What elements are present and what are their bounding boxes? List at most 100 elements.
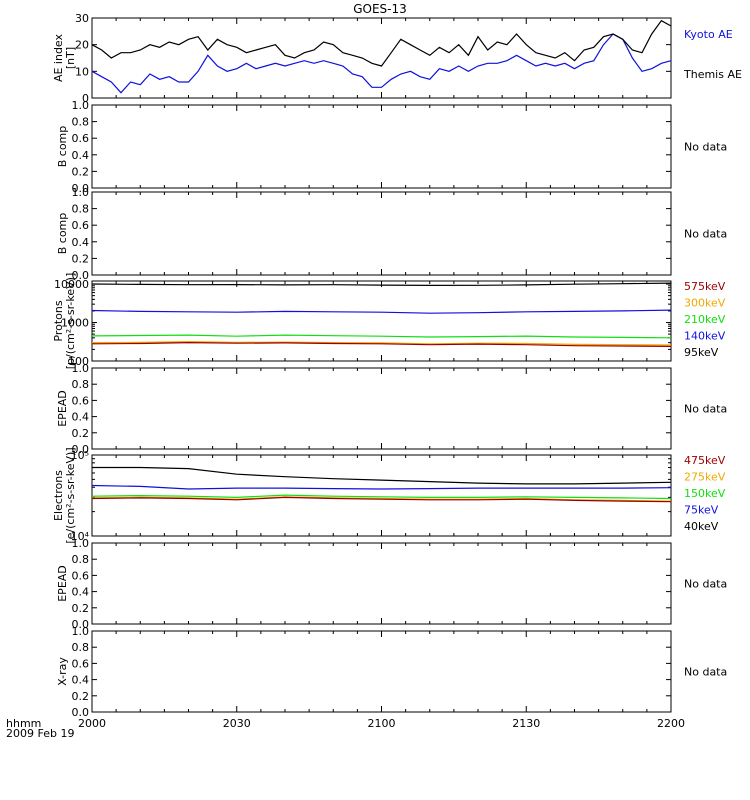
panel-1: 0 10 20 30 AE index [nT] Kyoto AE Themis AE xyxy=(52,12,742,105)
page-title: GOES-13 xyxy=(353,2,407,16)
y-tick-label: 10⁵ xyxy=(71,449,89,462)
y-tick-label: 0.2 xyxy=(72,690,90,703)
y-tick-label: 1.0 xyxy=(72,362,90,375)
legend-entry: 95keV xyxy=(684,346,719,359)
y-tick-label: 1.0 xyxy=(72,537,90,550)
no-data-note: No data xyxy=(684,403,727,416)
panel-frame xyxy=(91,17,672,99)
legend-entry: 475keV xyxy=(684,454,726,467)
y-tick-label: 20 xyxy=(75,39,89,52)
y-tick-label: 0.8 xyxy=(72,378,90,391)
series-line-75kev xyxy=(91,484,672,490)
y-tick-label: 0.2 xyxy=(72,165,90,178)
y-tick-label: 0.6 xyxy=(72,219,90,232)
y-axis-label: Protons xyxy=(52,300,65,341)
x-tick-label: 2100 xyxy=(368,717,396,730)
panel-frame xyxy=(91,630,672,713)
y-tick-label: 1000 xyxy=(61,317,89,330)
y-tick-label: 0.6 xyxy=(72,394,90,407)
series-line-40kev xyxy=(92,466,672,485)
series-line-575kev xyxy=(91,341,672,347)
y-tick-label: 0.4 xyxy=(72,149,90,162)
panel-4: 100 1000 10000 Protons [p/(cm²-s-sr-keV)] 575… xyxy=(52,273,726,370)
panel-2: 0.0 0.2 0.4 0.6 0.8 1.0 B comp No data xyxy=(56,99,727,195)
panel-5: 0.0 0.2 0.4 0.6 0.8 1.0 EPEAD No data xyxy=(56,362,727,456)
legend-entry: 575keV xyxy=(684,280,726,293)
panel-frame xyxy=(91,104,672,189)
y-tick-label: 0.0 xyxy=(72,618,90,631)
legend-entry: 140keV xyxy=(684,330,726,343)
y-tick-label: 0.6 xyxy=(72,569,90,582)
y-axis-label: [p/(cm²-s-sr-keV)] xyxy=(64,273,77,370)
y-axis-label: B comp xyxy=(56,126,69,168)
y-tick-label: 0.0 xyxy=(72,443,90,456)
y-axis-label: [e/(cm²-s-sr-keV)] xyxy=(64,447,77,543)
y-tick-label: 10000 xyxy=(54,278,89,291)
legend-entry: Kyoto AE xyxy=(684,28,733,41)
y-axis-label: EPEAD xyxy=(56,390,69,427)
legend-entry: Themis AE xyxy=(683,68,742,81)
panel-frame xyxy=(91,280,672,362)
y-tick-label: 0.4 xyxy=(72,674,90,687)
y-tick-label: 0.0 xyxy=(72,182,90,195)
panel-frame xyxy=(91,542,672,625)
y-axis-label: EPEAD xyxy=(56,565,69,602)
panel-frame xyxy=(91,367,672,450)
series-line-140kev xyxy=(91,309,672,314)
legend-entry: 150keV xyxy=(684,487,726,500)
y-tick-label: 1.0 xyxy=(72,99,90,112)
x-corner-label: hhmm xyxy=(6,717,41,730)
legend-entry: 275keV xyxy=(684,471,726,484)
y-tick-label: 0.0 xyxy=(72,269,90,282)
series-line-210kev xyxy=(91,334,672,339)
y-tick-label: 0.4 xyxy=(72,236,90,249)
y-tick-label: 10⁴ xyxy=(71,530,90,543)
y-tick-label: 0.2 xyxy=(72,427,90,440)
y-tick-label: 0.8 xyxy=(72,641,90,654)
y-axis-label: AE index xyxy=(52,33,65,82)
y-axis-label: X-ray xyxy=(56,657,69,686)
series-line-kyoto-ae xyxy=(91,33,672,94)
series-line-300kev xyxy=(91,340,672,346)
no-data-note: No data xyxy=(684,228,727,241)
y-tick-label: 0.2 xyxy=(72,602,90,615)
legend-entry: 40keV xyxy=(684,520,719,533)
y-tick-label: 1.0 xyxy=(72,186,90,199)
panel-frame xyxy=(91,191,672,276)
panel-6: 10⁴ 10⁵ Electrons [e/(cm²-s-sr-keV)] 475keV 2… xyxy=(52,447,726,543)
series-line-150kev xyxy=(91,494,672,500)
y-tick-label: 0 xyxy=(82,92,89,105)
no-data-note: No data xyxy=(684,141,727,154)
x-tick-label: 2130 xyxy=(512,717,540,730)
x-corner-label: 2009 Feb 19 xyxy=(6,727,74,740)
y-tick-label: 10 xyxy=(75,65,89,78)
y-tick-label: 1.0 xyxy=(72,625,90,638)
y-axis-label: B comp xyxy=(56,213,69,255)
y-tick-label: 0.8 xyxy=(72,116,90,129)
y-axis-label: [nT] xyxy=(64,47,77,69)
series-line-95kev xyxy=(91,282,672,286)
y-tick-label: 0.4 xyxy=(72,586,90,599)
y-tick-label: 0.8 xyxy=(72,553,90,566)
y-tick-label: 0.4 xyxy=(72,411,90,424)
series-line-themis-ae xyxy=(91,19,672,67)
legend-entry: 210keV xyxy=(684,313,726,326)
no-data-note: No data xyxy=(684,578,727,591)
y-tick-label: 0.8 xyxy=(72,203,90,216)
y-axis-label: Electrons xyxy=(52,470,65,521)
y-tick-label: 0.0 xyxy=(72,706,90,719)
x-tick-label: 2000 xyxy=(78,717,106,730)
y-tick-label: 100 xyxy=(68,355,89,368)
panel-8: 0.0 0.2 0.4 0.6 0.8 1.0 X-ray No data xyxy=(56,625,727,719)
no-data-note: No data xyxy=(684,666,727,679)
panel-3: 0.0 0.2 0.4 0.6 0.8 1.0 B comp No data xyxy=(56,186,727,282)
y-tick-label: 0.6 xyxy=(72,132,90,145)
x-tick-label: 2030 xyxy=(223,717,251,730)
series-line-475kev xyxy=(91,496,672,503)
panel-7: 0.0 0.2 0.4 0.6 0.8 1.0 EPEAD No data xyxy=(56,537,727,631)
y-tick-label: 0.6 xyxy=(72,657,90,670)
legend-entry: 75keV xyxy=(684,504,719,517)
y-tick-label: 30 xyxy=(75,12,89,25)
